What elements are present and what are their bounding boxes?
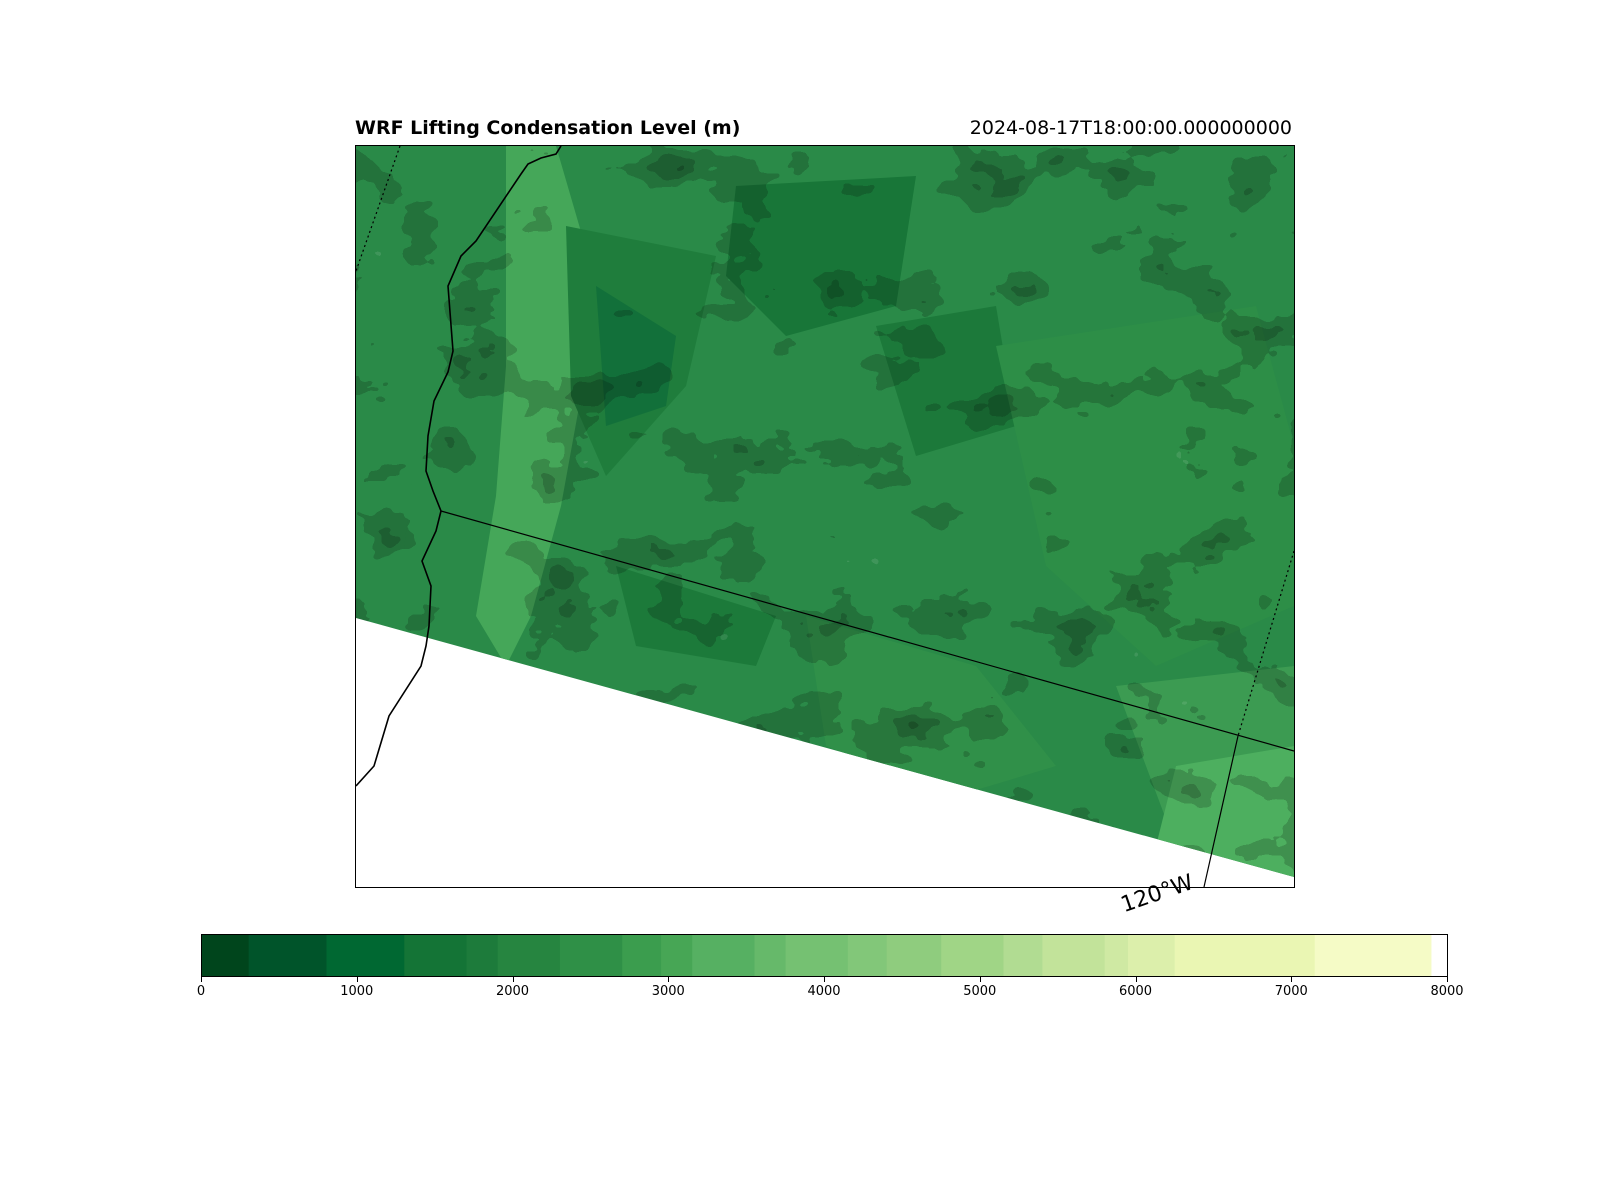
- colorbar-tick-label: 2000: [495, 984, 530, 999]
- lcl-heatmap: [356, 146, 1294, 887]
- map-panel: [355, 145, 1295, 888]
- longitude-gridline-solid: [1203, 735, 1239, 887]
- colorbar-tick-label: 0: [196, 984, 206, 999]
- colorbar-tick-label: 3000: [651, 984, 685, 999]
- colorbar-band: [326, 935, 405, 976]
- colorbar-tick: [824, 977, 825, 982]
- colorbar-band: [497, 935, 561, 976]
- colorbar-tick-label: 5000: [963, 984, 997, 999]
- colorbar-band: [1003, 935, 1043, 976]
- colorbar-band: [1431, 935, 1447, 976]
- colorbar-tick: [201, 977, 202, 982]
- colorbar-tick: [668, 977, 670, 982]
- lcl-field: [356, 146, 1294, 877]
- colorbar-band: [202, 935, 250, 976]
- colorbar-tick-label: 8000: [1430, 984, 1464, 999]
- colorbar-tick-label: 7000: [1274, 984, 1308, 999]
- colorbar-band: [622, 935, 662, 976]
- colorbar-tick: [356, 977, 358, 982]
- colorbar-band: [1042, 935, 1106, 976]
- colorbar-band: [466, 935, 499, 976]
- colorbar-tick: [1447, 977, 1448, 982]
- colorbar-band: [754, 935, 787, 976]
- colorbar-tick-label: 1000: [340, 984, 374, 999]
- colorbar-band: [1104, 935, 1129, 976]
- colorbar-band: [248, 935, 327, 976]
- colorbar-band: [404, 935, 468, 976]
- colorbar-band: [692, 935, 755, 976]
- colorbar-gradient: [202, 935, 1447, 976]
- colorbar: [201, 934, 1448, 977]
- map-timestamp: 2024-08-17T18:00:00.000000000: [969, 117, 1292, 139]
- colorbar-band: [1127, 935, 1176, 976]
- longitude-gridline: [356, 146, 401, 272]
- coastline: [356, 146, 562, 787]
- colorbar-band: [559, 935, 623, 976]
- colorbar-band: [661, 935, 693, 976]
- state-border: [440, 510, 1294, 752]
- colorbar-tick: [512, 977, 514, 982]
- colorbar-tick: [1135, 977, 1137, 982]
- colorbar-band: [785, 935, 849, 976]
- colorbar-band: [941, 935, 1004, 976]
- colorbar-tick: [1291, 977, 1293, 982]
- colorbar-band: [1174, 935, 1316, 976]
- longitude-gridline-east: [1237, 550, 1294, 737]
- colorbar-tick-label: 6000: [1118, 984, 1153, 999]
- colorbar-band: [847, 935, 888, 976]
- map-title: WRF Lifting Condensation Level (m): [355, 117, 741, 139]
- colorbar-band: [1314, 935, 1432, 976]
- colorbar-band: [886, 935, 942, 976]
- colorbar-tick: [979, 977, 981, 982]
- colorbar-tick-label: 4000: [807, 984, 841, 999]
